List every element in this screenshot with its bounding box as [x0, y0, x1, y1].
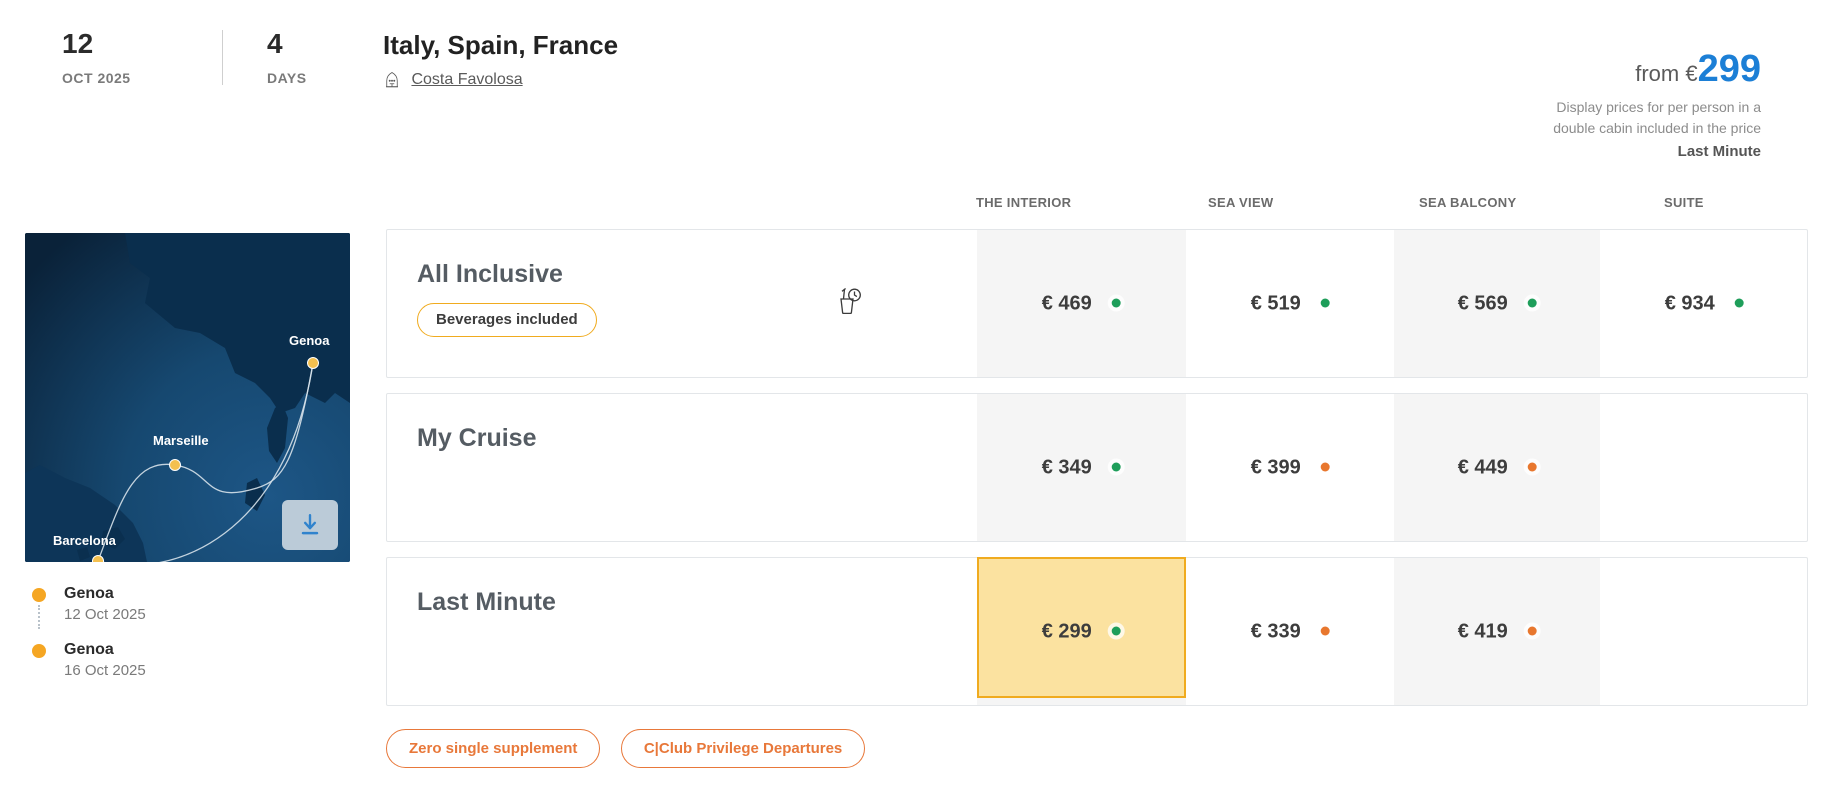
svg-text:Genoa: Genoa — [289, 333, 330, 348]
svg-text:Barcelona: Barcelona — [53, 533, 117, 548]
svg-text:Marseille: Marseille — [153, 433, 209, 448]
